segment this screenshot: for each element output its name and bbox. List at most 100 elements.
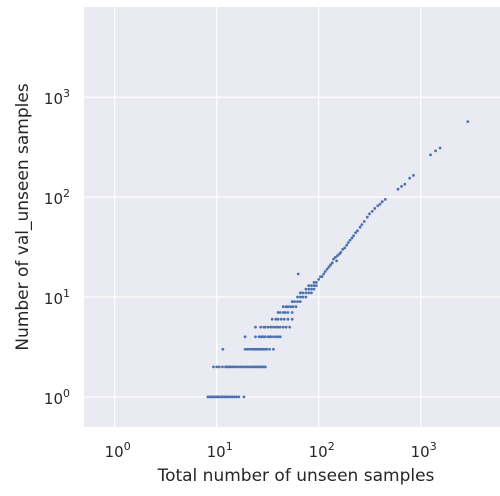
data-points (206, 120, 470, 399)
data-point (243, 335, 247, 339)
data-point (290, 300, 294, 303)
data-point (278, 311, 282, 314)
data-point (215, 365, 219, 369)
data-point (335, 259, 339, 263)
data-point (327, 265, 331, 269)
data-point (314, 281, 318, 284)
data-point (298, 300, 302, 303)
data-point (296, 272, 300, 276)
data-point (310, 284, 313, 288)
data-point (245, 347, 249, 351)
data-point (274, 335, 278, 339)
x-tick-label: 100 (105, 440, 131, 461)
data-point (332, 257, 335, 261)
data-point (278, 335, 282, 339)
data-point (336, 254, 339, 257)
data-point (263, 335, 267, 339)
data-point (281, 311, 285, 314)
data-point (330, 261, 334, 265)
x-axis-label: Total number of unseen samples (157, 466, 435, 486)
data-point (266, 325, 270, 329)
data-point (250, 347, 254, 351)
data-point (288, 325, 292, 329)
data-point (272, 325, 275, 329)
data-point (298, 295, 302, 299)
data-point (314, 284, 318, 288)
data-point (383, 197, 387, 201)
y-tick-label: 101 (44, 287, 70, 308)
y-tick-label: 102 (44, 187, 70, 208)
data-point (298, 291, 302, 295)
data-point (290, 311, 294, 314)
data-point (270, 317, 274, 321)
data-point (380, 200, 384, 204)
data-point (312, 281, 316, 284)
data-point (362, 220, 366, 223)
data-point (243, 365, 247, 369)
data-point (221, 365, 224, 369)
data-point (296, 295, 299, 299)
data-point (293, 300, 296, 303)
data-point (323, 270, 327, 273)
x-tick-label: 102 (309, 440, 335, 461)
data-point (368, 212, 371, 216)
data-point (286, 305, 290, 309)
data-point (234, 365, 238, 369)
data-point (221, 347, 225, 351)
data-point (276, 335, 280, 339)
data-point (231, 365, 234, 369)
data-point (307, 284, 311, 288)
data-point (248, 347, 251, 351)
data-point (312, 287, 316, 291)
data-point (248, 365, 251, 369)
data-point (400, 185, 403, 188)
data-point (365, 215, 369, 219)
data-point (231, 395, 234, 399)
data-point (301, 291, 305, 295)
data-point (412, 174, 415, 177)
data-point (341, 247, 345, 251)
data-point (304, 291, 308, 295)
data-point (278, 325, 282, 329)
data-point (268, 347, 271, 351)
data-point (322, 272, 326, 276)
data-point (245, 365, 249, 369)
y-tick-label: 103 (44, 87, 70, 108)
data-point (294, 305, 298, 309)
data-point (434, 149, 437, 153)
data-point (279, 317, 283, 321)
data-point (276, 311, 280, 314)
data-point (263, 365, 267, 369)
data-point (310, 287, 313, 291)
data-point (358, 225, 362, 229)
data-point (274, 325, 278, 329)
data-point (276, 325, 280, 329)
data-point (259, 325, 263, 329)
data-point (217, 365, 221, 369)
data-point (396, 187, 400, 191)
data-point (350, 236, 354, 240)
data-point (346, 241, 350, 245)
data-point (304, 295, 308, 299)
data-point (290, 317, 294, 321)
data-point (317, 278, 321, 281)
x-tick-label: 101 (207, 440, 233, 461)
data-point (289, 305, 292, 309)
data-point (354, 231, 357, 235)
data-point (269, 335, 273, 339)
data-point (272, 347, 275, 351)
data-point (301, 295, 305, 299)
y-tick-label: 100 (44, 387, 70, 408)
data-point (403, 182, 407, 186)
data-point (286, 311, 290, 314)
data-point (286, 317, 290, 321)
data-point (283, 311, 287, 314)
data-point (237, 395, 241, 399)
plot-area (84, 7, 500, 427)
y-axis-label: Number of val_unseen samples (13, 83, 33, 350)
data-point (241, 365, 245, 369)
data-point (254, 325, 257, 329)
y-axis-ticks: 100 101 102 103 (44, 87, 70, 408)
data-point (360, 223, 364, 227)
